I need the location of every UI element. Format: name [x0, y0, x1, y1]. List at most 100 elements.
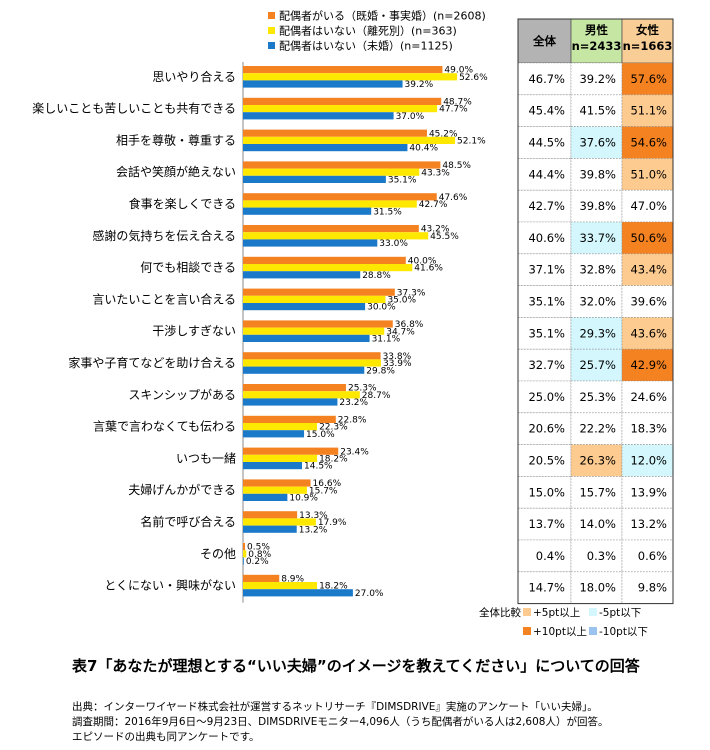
table-cell-value: 24.6% [630, 390, 667, 404]
bar-value-label: 22.3% [319, 423, 348, 433]
bar-1 [243, 295, 386, 303]
bar-1 [243, 423, 318, 431]
category-label: 夫婦げんかができる [128, 482, 236, 497]
table-header-cell [621, 18, 674, 64]
category-label: 食事を楽しくできる [129, 196, 236, 211]
table-cell-value: 35.1% [528, 295, 565, 309]
bar-value-label: 37.0% [396, 112, 425, 122]
bar-value-label: 30.0% [367, 303, 396, 313]
bar-0 [243, 384, 346, 392]
key-label: +5pt以上 [533, 607, 580, 619]
category-label: とくにない・興味がない [104, 578, 236, 593]
table-cell-value: 37.1% [528, 263, 565, 277]
bar-value-label: 0.2% [246, 557, 269, 567]
bar-value-label: 37.3% [397, 288, 426, 298]
category-label: 何でも相談できる [140, 260, 236, 275]
legend-swatch-0 [268, 12, 275, 19]
table-cell [517, 571, 572, 604]
table-cell-value: 37.6% [579, 136, 616, 150]
table-cell [517, 412, 572, 445]
table-cell-value: 32.0% [579, 295, 616, 309]
bar-value-label: 45.2% [429, 129, 458, 139]
bar-value-label: 0.8% [248, 550, 271, 560]
category-label: 干渉しすぎない [152, 323, 236, 338]
table-cell-value: 46.7% [528, 72, 565, 86]
table-border [517, 18, 674, 605]
bar-2 [243, 525, 297, 533]
bar-value-label: 48.7% [443, 98, 472, 108]
bar-value-label: 40.0% [408, 257, 437, 267]
table-cell-value: 39.2% [579, 72, 616, 86]
legend-label-0: 配偶者がいる（既婚・事実婚）(n=2608) [279, 9, 486, 23]
bar-value-label: 8.9% [281, 575, 304, 585]
bar-group: 言いたいことを言い合える 37.3%35.0%30.0% [92, 288, 426, 312]
bar-2 [243, 207, 372, 215]
key-label: +10pt以上 [533, 626, 587, 638]
bar-value-label: 28.8% [362, 271, 391, 281]
bar-group: とくにない・興味がない 8.9% 18.2% 27.0% [104, 575, 384, 599]
bar-0 [243, 320, 393, 328]
bar-value-label: 28.7% [362, 391, 391, 401]
table-cell [517, 348, 572, 382]
key-swatch-m10 [589, 627, 597, 635]
category-label: 会話や笑顔が絶えない [116, 164, 236, 179]
bar-group: 言葉で言わなくても伝わる 22.8%22.3%15.0% [93, 416, 367, 440]
table-cell [570, 253, 623, 286]
bar-0 [243, 161, 441, 169]
table-cell-value: 51.0% [630, 167, 667, 181]
bar-value-label: 42.7% [419, 200, 448, 210]
source-line-3: エピソードの出典も同アンケートです。 [72, 731, 260, 743]
table-cell-value: 15.7% [579, 485, 616, 499]
table-cell [621, 476, 674, 509]
table-cell-value: 25.7% [579, 358, 616, 372]
table-cell-value: 13.2% [630, 517, 667, 531]
bar-1 [243, 136, 456, 144]
table-cell [621, 126, 674, 159]
table-cell-value: 43.4% [630, 263, 667, 277]
bar-value-label: 35.0% [387, 296, 416, 306]
table-cell [517, 507, 572, 541]
bar-value-label: 36.8% [395, 320, 424, 330]
table-cell [517, 126, 572, 159]
table-cell [517, 62, 572, 96]
table-cell-value: 14.7% [528, 581, 565, 595]
legend-label-2: 配偶者はいない（未婚）(n=1125) [279, 39, 453, 53]
bar-group: 食事を楽しくできる 47.6%42.7% 31.5% [129, 193, 468, 217]
table-cell-value: 41.5% [579, 104, 616, 118]
bar-value-label: 0.5% [247, 543, 270, 553]
table-cell [621, 444, 674, 477]
bar-2 [243, 144, 408, 152]
table-cell [621, 317, 674, 350]
bar-group: 思いやり合える 49.0%52.6% 39.2% [152, 66, 488, 90]
table-cell [621, 412, 674, 445]
category-label: 名前で呼び合える [140, 514, 236, 529]
table-cell-value: 47.0% [630, 199, 667, 213]
table-cell-value: 40.6% [528, 231, 565, 245]
bar-0 [243, 415, 336, 423]
key-swatch-m5 [589, 608, 597, 616]
bar-0 [243, 288, 395, 296]
bar-1 [243, 200, 417, 208]
bar-group: 感謝の気持ちを伝え合える 43.2%45.5% 33.0% [92, 225, 459, 249]
legend-swatch-2 [268, 42, 275, 49]
bar-1 [243, 454, 318, 462]
table-cell-value: 25.0% [528, 390, 565, 404]
legend-label-1: 配偶者はいない（離死別）(n=363) [279, 24, 457, 38]
table-cell-value: 25.3% [579, 390, 616, 404]
category-label: その他 [200, 547, 236, 561]
bar-group: スキンシップがある 25.3%28.7%23.2% [128, 384, 391, 408]
table-cell-value: 0.6% [638, 549, 667, 563]
bar-group: 家事や子育てなどを助け合える 33.8%33.9%29.8% [68, 352, 412, 376]
table-cell [570, 221, 623, 255]
table-cell-value: 0.4% [536, 549, 565, 563]
table-cell-value: 32.8% [579, 263, 616, 277]
comparison-key: 全体比較 +5pt以上 -5pt以下 +10pt以上 -10pt以下 [479, 606, 648, 638]
table-cell-value: 12.0% [630, 454, 667, 468]
bar-value-label: 23.4% [340, 447, 369, 457]
key-label: -5pt以下 [599, 607, 641, 619]
table-cell-value: 51.1% [630, 104, 667, 118]
bar-0 [243, 574, 280, 582]
bar-group: 相手を尊敬・尊重する 45.2%52.1% 40.4% [116, 129, 486, 153]
bar-value-label: 43.3% [421, 168, 450, 178]
table-cell [570, 571, 623, 604]
